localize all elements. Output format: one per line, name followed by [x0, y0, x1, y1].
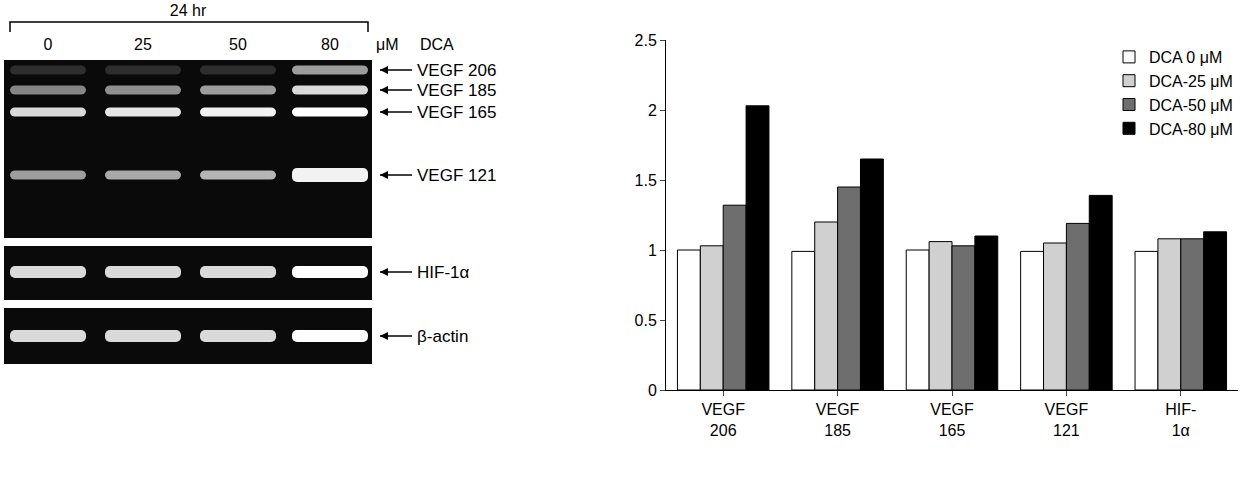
svg-text:DCA-80 μM: DCA-80 μM	[1149, 121, 1233, 138]
svg-text:VEGF185: VEGF185	[816, 401, 860, 439]
svg-text:DCA-25 μM: DCA-25 μM	[1149, 73, 1233, 90]
svg-text:0.5: 0.5	[635, 312, 657, 329]
svg-text:1.5: 1.5	[635, 172, 657, 189]
svg-text:β-actin: β-actin	[417, 327, 468, 346]
svg-text:μM: μM	[376, 36, 399, 53]
svg-text:DCA-50 μM: DCA-50 μM	[1149, 97, 1233, 114]
svg-text:0: 0	[648, 382, 657, 399]
svg-text:VEGF165: VEGF165	[930, 401, 974, 439]
svg-text:50: 50	[229, 36, 247, 53]
svg-text:DCA: DCA	[420, 36, 454, 53]
svg-text:24 hr: 24 hr	[170, 2, 207, 19]
svg-text:HIF-1α: HIF-1α	[1165, 401, 1196, 439]
svg-text:VEGF 185: VEGF 185	[417, 81, 496, 100]
svg-text:2.5: 2.5	[635, 32, 657, 49]
svg-text:25: 25	[134, 36, 152, 53]
svg-text:DCA 0 μM: DCA 0 μM	[1149, 49, 1222, 66]
svg-text:2: 2	[648, 102, 657, 119]
svg-text:80: 80	[321, 36, 339, 53]
svg-text:VEGF 165: VEGF 165	[417, 103, 496, 122]
svg-text:VEGF 206: VEGF 206	[417, 61, 496, 80]
svg-text:VEGF 121: VEGF 121	[417, 166, 496, 185]
svg-text:0: 0	[44, 36, 53, 53]
svg-text:VEGF206: VEGF206	[701, 401, 745, 439]
svg-text:VEGF121: VEGF121	[1045, 401, 1089, 439]
svg-text:1: 1	[648, 242, 657, 259]
svg-text:HIF-1α: HIF-1α	[417, 263, 470, 282]
